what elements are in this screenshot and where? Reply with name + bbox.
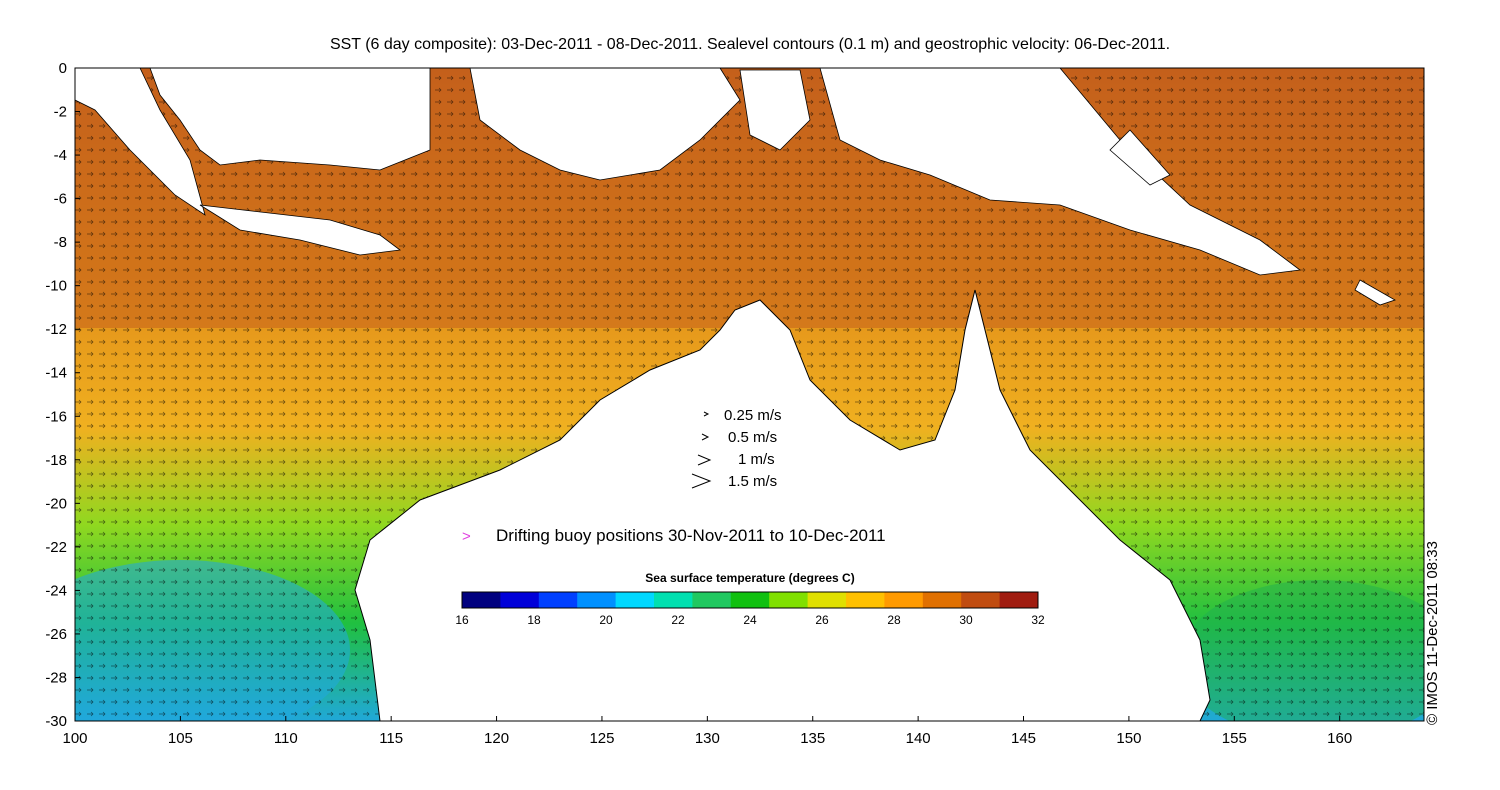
colorbar-cell	[692, 592, 732, 608]
y-tick-label: -26	[45, 626, 67, 643]
velocity-label-3: 1.5 m/s	[728, 473, 777, 490]
colorbar-tick-label: 22	[671, 613, 685, 627]
arrow-1-5-icon	[691, 473, 712, 489]
buoy-legend: > Drifting buoy positions 30-Nov-2011 to…	[462, 526, 886, 545]
y-tick-label: -8	[54, 234, 67, 251]
x-tick-label: 100	[62, 730, 87, 747]
y-tick-label: -2	[54, 104, 67, 121]
y-tick-label: -22	[45, 539, 67, 556]
y-tick-label: -6	[54, 191, 67, 208]
colorbar-tick-label: 28	[887, 613, 901, 627]
velocity-label-1: 0.5 m/s	[728, 429, 777, 446]
credit-text: © IMOS 11-Dec-2011 08:33	[1424, 541, 1441, 725]
colorbar-frame	[461, 591, 1039, 609]
y-tick-label: -24	[45, 582, 67, 599]
y-tick-label: -4	[54, 147, 67, 164]
colorbar-cell	[462, 592, 501, 608]
y-tick-label: -28	[45, 669, 67, 686]
x-tick-label: 150	[1116, 730, 1141, 747]
colorbar-cell	[538, 592, 578, 608]
australia-land	[354, 289, 1211, 721]
buoy-marker-icon: >	[462, 528, 471, 545]
colorbar-cell	[961, 592, 1001, 608]
plot-frame	[74, 67, 1425, 722]
velocity-label-0: 0.25 m/s	[724, 407, 782, 424]
x-tick-label: 145	[1011, 730, 1036, 747]
colorbar-cell	[884, 592, 924, 608]
colorbar-cell	[922, 592, 962, 608]
buoy-legend-label: Drifting buoy positions 30-Nov-2011 to 1…	[496, 526, 886, 545]
colorbar-cell	[500, 592, 540, 608]
x-tick-label: 140	[906, 730, 931, 747]
arrow-0-5-icon	[701, 433, 710, 441]
y-tick-label: -30	[45, 713, 67, 730]
x-tick-label: 130	[695, 730, 720, 747]
x-axis: 100 105 110 115 120 125 130 135 140 145 150 155 160	[62, 716, 1352, 747]
y-tick-label: -16	[45, 408, 67, 425]
x-tick-label: 120	[484, 730, 509, 747]
colorbar-cell	[615, 592, 655, 608]
y-axis: 0 -2 -4 -6 -8 -10 -12 -14 -16 -18 -20 -22 -24 -26 -28 -…	[45, 60, 80, 730]
y-tick-label: 0	[59, 60, 67, 77]
arrow-0-25-icon	[703, 411, 710, 417]
colorbar-cell	[577, 592, 617, 608]
ocean-field	[75, 68, 1424, 721]
colorbar-cell	[999, 592, 1039, 608]
velocity-label-2: 1 m/s	[738, 451, 775, 468]
colorbar-tick-label: 16	[455, 613, 469, 627]
x-tick-label: 135	[800, 730, 825, 747]
x-tick-label: 115	[379, 730, 403, 747]
colorbar-title: Sea surface temperature (degrees C)	[645, 571, 854, 585]
y-tick-label: -20	[45, 495, 67, 512]
velocity-legend: 0.25 m/s 0.5 m/s 1 m/s 1.5 m/s	[691, 407, 782, 490]
colorbar-tick-label: 32	[1031, 613, 1045, 627]
y-tick-label: -14	[45, 365, 67, 382]
land-masses	[75, 68, 1396, 306]
colorbar-cell	[730, 592, 770, 608]
colorbar-tick-label: 30	[959, 613, 973, 627]
x-tick-label: 125	[589, 730, 614, 747]
map-title: SST (6 day composite): 03-Dec-2011 - 08-…	[329, 36, 1171, 53]
colorbar: Sea surface temperature (degrees C) 16 18…	[455, 571, 1045, 627]
x-tick-label: 155	[1222, 730, 1247, 747]
x-tick-label: 160	[1327, 730, 1352, 747]
x-tick-label: 105	[168, 730, 193, 747]
colorbar-tick-label: 26	[815, 613, 829, 627]
colorbar-cell	[846, 592, 885, 608]
x-tick-label: 110	[274, 730, 298, 747]
y-tick-label: -18	[45, 452, 67, 469]
colorbar-cell	[654, 592, 693, 608]
arrow-1-icon	[697, 454, 712, 466]
colorbar-tick-label: 18	[527, 613, 541, 627]
colorbar-cell	[807, 592, 847, 608]
y-tick-label: -10	[45, 278, 67, 295]
colorbar-cell	[769, 592, 809, 608]
colorbar-tick-label: 24	[743, 613, 757, 627]
y-tick-label: -12	[45, 321, 67, 338]
colorbar-tick-label: 20	[599, 613, 613, 627]
